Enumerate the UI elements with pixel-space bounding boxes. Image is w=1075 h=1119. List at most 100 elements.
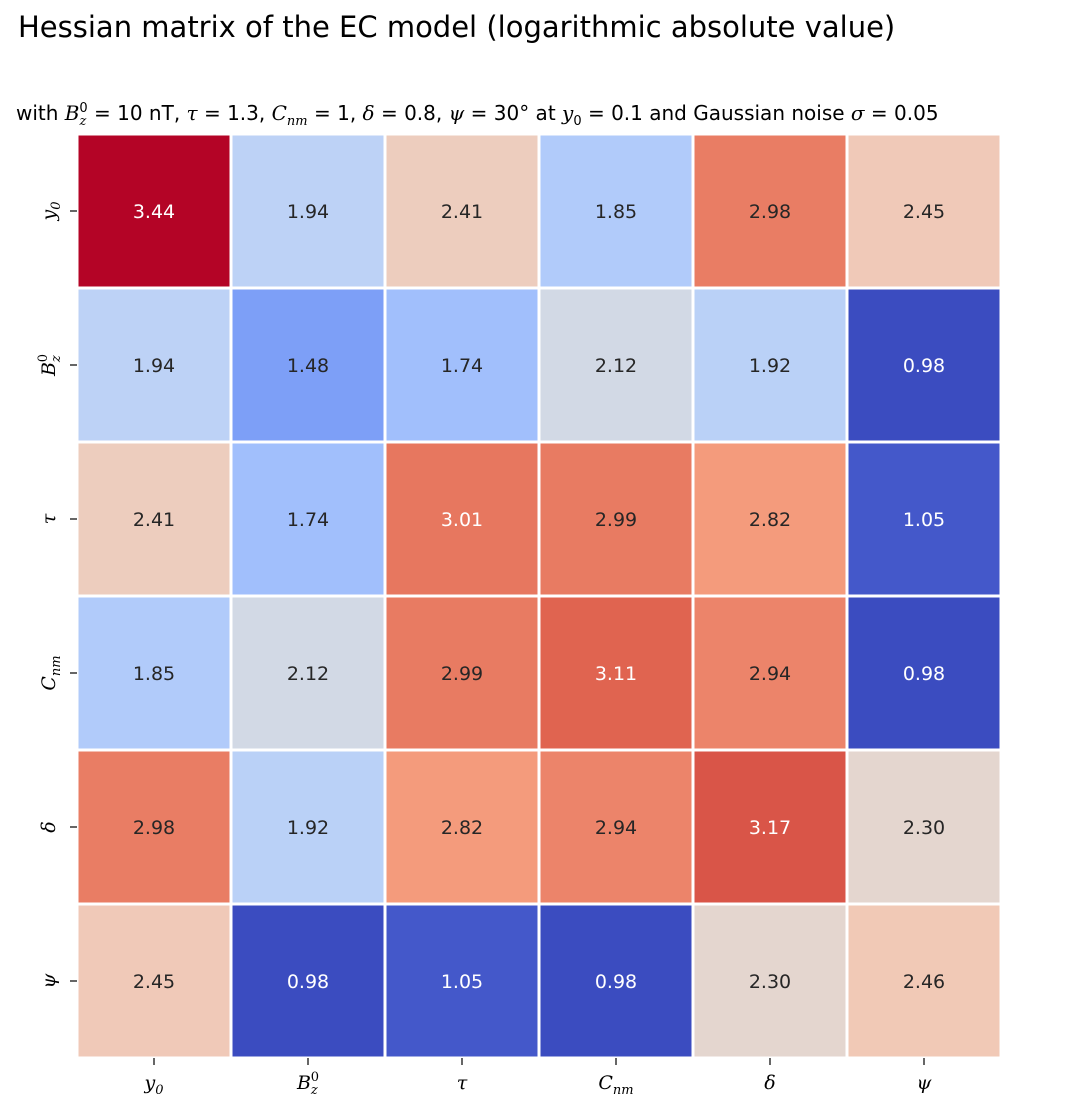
x-tick-label: Bz0 [296, 1070, 319, 1098]
heatmap-cells [75, 132, 1003, 1060]
heatmap-cell [383, 132, 541, 290]
subtitle-subscript: z [80, 114, 87, 129]
y-tick-label: y0 [38, 201, 64, 221]
cell-value-label: 2.30 [903, 817, 945, 839]
cell-value-label: 2.45 [903, 201, 945, 223]
cell-value-label: 1.92 [749, 355, 791, 377]
heatmap-cell [537, 440, 695, 598]
cell-value-label: 2.41 [441, 201, 483, 223]
heatmap-cell [691, 286, 849, 444]
subtitle-text: = 1, [307, 101, 363, 125]
cell-value-label: 2.99 [595, 509, 637, 531]
y-tick-label: ψ [38, 972, 60, 988]
heatmap-cell [845, 440, 1003, 598]
y-axis: y0 Bz0 τ Cnm δ ψ [36, 201, 77, 988]
subtitle-text: = 30° at [464, 101, 563, 125]
y-tick-label: τ [38, 513, 60, 524]
subtitle-symbol: τ [186, 101, 198, 125]
subtitle-text: = 10 nT, [87, 101, 187, 125]
subtitle-text: = 1.3, [197, 101, 272, 125]
cell-value-label: 0.98 [287, 971, 329, 993]
cell-value-label: 3.44 [133, 201, 175, 223]
y-tick-label: Bz0 [36, 354, 64, 377]
cell-value-label: 2.82 [749, 509, 791, 531]
heatmap-cell [229, 132, 387, 290]
heatmap-cell [75, 594, 233, 752]
cell-value-label: 3.01 [441, 509, 483, 531]
heatmap-cell-labels: 3.44 1.94 2.41 1.85 2.98 2.45 1.94 1.48 1.74 2.12… [133, 201, 945, 993]
subtitle-superscript: 0 [79, 101, 88, 117]
cell-value-label: 1.92 [287, 817, 329, 839]
x-tick-label: ψ [917, 1072, 933, 1094]
cell-value-label: 2.82 [441, 817, 483, 839]
cell-value-label: 2.12 [595, 355, 637, 377]
cell-value-label: 2.46 [903, 971, 945, 993]
subtitle-symbol: σ [850, 101, 865, 125]
cell-value-label: 3.11 [595, 663, 637, 685]
x-tick-label: Cnm [598, 1072, 633, 1098]
y-tick-label: δ [38, 821, 60, 832]
x-axis: y0 Bz0 τ Cnm δ ψ [143, 1058, 933, 1098]
cell-value-label: 2.30 [749, 971, 791, 993]
cell-value-label: 2.45 [133, 971, 175, 993]
heatmap-cell [75, 902, 233, 1060]
chart-subtitle: with Bz0 = 10 nT, τ = 1.3, Cnm = 1, δ = … [16, 101, 939, 129]
cell-value-label: 1.94 [287, 201, 329, 223]
x-tick-label: y0 [143, 1072, 163, 1098]
heatmap-cell [229, 594, 387, 752]
heatmap-cell [691, 594, 849, 752]
cell-value-label: 0.98 [903, 355, 945, 377]
cell-value-label: 2.94 [749, 663, 791, 685]
cell-value-label: 1.48 [287, 355, 329, 377]
subtitle-symbol: z [79, 114, 87, 129]
cell-value-label: 2.98 [749, 201, 791, 223]
cell-value-label: 2.94 [595, 817, 637, 839]
subtitle-subscript: 0 [573, 114, 582, 129]
heatmap-cell [229, 748, 387, 906]
subtitle-text: = 0.1 and Gaussian noise [581, 101, 851, 125]
heatmap-cell [845, 594, 1003, 752]
cell-value-label: 1.94 [133, 355, 175, 377]
cell-value-label: 2.12 [287, 663, 329, 685]
heatmap-cell [845, 902, 1003, 1060]
heatmap-cell [845, 286, 1003, 444]
subtitle-text: = 0.8, [374, 101, 449, 125]
cell-value-label: 0.98 [595, 971, 637, 993]
heatmap-cell [691, 748, 849, 906]
subtitle-symbol: C [271, 101, 287, 125]
cell-value-label: 1.85 [133, 663, 175, 685]
cell-value-label: 2.41 [133, 509, 175, 531]
chart-title: Hessian matrix of the EC model (logarith… [18, 10, 896, 44]
x-tick-label: δ [764, 1072, 775, 1094]
cell-value-label: 3.17 [749, 817, 791, 839]
cell-value-label: 1.05 [441, 971, 483, 993]
heatmap-cell [537, 132, 695, 290]
cell-value-label: 1.74 [287, 509, 329, 531]
heatmap-cell [845, 132, 1003, 290]
subtitle-symbol: δ [362, 101, 375, 125]
subtitle-text: = 0.05 [864, 101, 939, 125]
subtitle-symbol: ψ [448, 101, 465, 125]
y-tick-label: Cnm [38, 655, 64, 690]
subtitle-text: with [16, 101, 65, 125]
subtitle-symbol: B [64, 101, 80, 125]
subtitle-symbol: nm [286, 114, 308, 129]
subtitle-symbol: y [562, 101, 574, 125]
cell-value-label: 1.74 [441, 355, 483, 377]
heatmap-cell [75, 132, 233, 290]
cell-value-label: 2.98 [133, 817, 175, 839]
heatmap-cell [229, 902, 387, 1060]
heatmap-cell [691, 440, 849, 598]
heatmap-cell [229, 440, 387, 598]
x-tick-label: τ [457, 1072, 468, 1094]
subtitle-subscript: nm [287, 114, 308, 129]
cell-value-label: 0.98 [903, 663, 945, 685]
cell-value-label: 1.85 [595, 201, 637, 223]
heatmap-cell [383, 748, 541, 906]
cell-value-label: 2.99 [441, 663, 483, 685]
heatmap-cell [537, 286, 695, 444]
cell-value-label: 1.05 [903, 509, 945, 531]
heatmap-cell [383, 902, 541, 1060]
heatmap-cell [383, 594, 541, 752]
